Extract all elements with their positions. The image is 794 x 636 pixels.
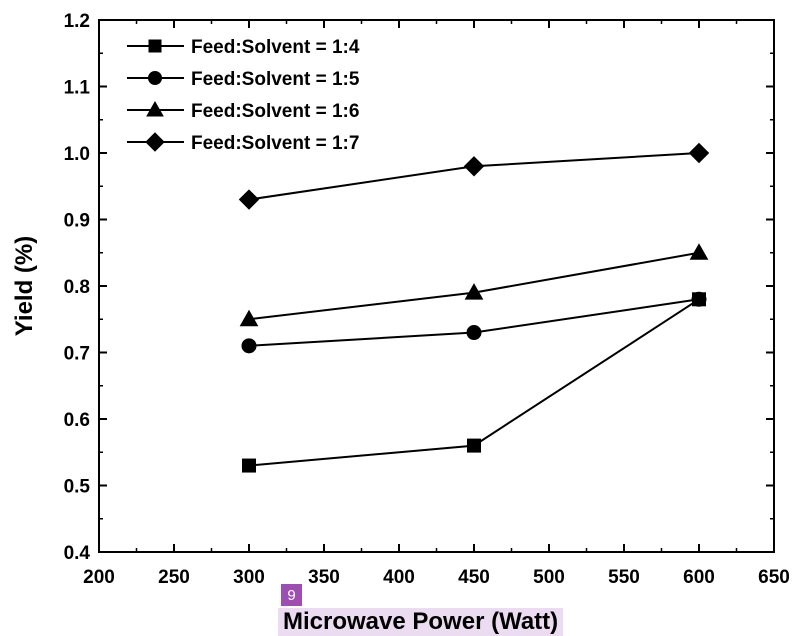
- legend-marker-square: [148, 39, 162, 53]
- data-point-triangle: [239, 309, 259, 327]
- x-tick-label: 450: [458, 567, 490, 588]
- y-tick-label: 0.4: [64, 543, 91, 564]
- series-triangle: [239, 243, 709, 327]
- x-axis-title-highlight: Microwave Power (Watt): [278, 608, 564, 636]
- x-tick-label: 600: [683, 567, 715, 588]
- y-tick-label: 0.5: [64, 477, 91, 498]
- data-point-diamond: [238, 189, 260, 210]
- y-tick-label: 1.1: [64, 78, 91, 99]
- plot-frame: [98, 19, 775, 553]
- data-point-triangle: [689, 243, 709, 260]
- yield-line-chart: 200 250 300 350 400 450 500 550 600 650 0.4 0.5 0.6 0…: [11, 11, 790, 588]
- axis-ticks: 200 250 300 350 400 450 500 550 600 650 0.4 0.5 0.6 0…: [64, 11, 790, 588]
- data-point-circle: [691, 291, 707, 307]
- series-square: [242, 292, 706, 473]
- plot-axes: [98, 19, 775, 553]
- series-circle: [241, 291, 707, 354]
- x-tick-label: 500: [533, 567, 565, 588]
- annotation-badge: 9: [281, 584, 302, 606]
- y-tick-label: 1.0: [64, 144, 90, 165]
- data-point-square: [242, 458, 256, 473]
- legend-marker-circle: [148, 71, 162, 85]
- data-point-square: [467, 438, 481, 453]
- y-tick-label: 0.9: [64, 211, 90, 232]
- legend-label: Feed:Solvent = 1:7: [191, 133, 359, 154]
- x-tick-label: 650: [758, 567, 790, 588]
- y-tick-label: 0.6: [64, 410, 90, 431]
- legend-label: Feed:Solvent = 1:4: [191, 37, 360, 58]
- legend-marker-diamond: [145, 132, 165, 152]
- x-axis-title: Microwave Power (Watt): [283, 608, 559, 635]
- data-point-circle: [241, 338, 257, 354]
- data-point-diamond: [688, 142, 710, 164]
- series-diamond: [238, 142, 710, 210]
- y-tick-label: 0.8: [64, 277, 90, 298]
- series-layer: [238, 142, 710, 473]
- x-tick-label: 250: [158, 567, 190, 588]
- y-tick-label: 1.2: [64, 11, 90, 32]
- x-tick-label: 300: [233, 567, 265, 588]
- x-tick-label: 200: [83, 567, 115, 588]
- x-tick-label: 400: [383, 567, 415, 588]
- y-tick-label: 0.7: [64, 344, 90, 365]
- x-tick-label: 350: [308, 567, 340, 588]
- data-point-diamond: [463, 156, 485, 177]
- legend-label: Feed:Solvent = 1:6: [191, 101, 359, 122]
- data-point-triangle: [464, 283, 484, 300]
- legend: Feed:Solvent = 1:4 Feed:Solvent = 1:5 Feed…: [127, 37, 360, 154]
- legend-label: Feed:Solvent = 1:5: [191, 69, 360, 90]
- data-point-circle: [466, 325, 482, 341]
- x-tick-label: 550: [608, 567, 640, 588]
- legend-marker-triangle: [146, 100, 164, 117]
- y-axis-title: Yield (%): [11, 236, 38, 336]
